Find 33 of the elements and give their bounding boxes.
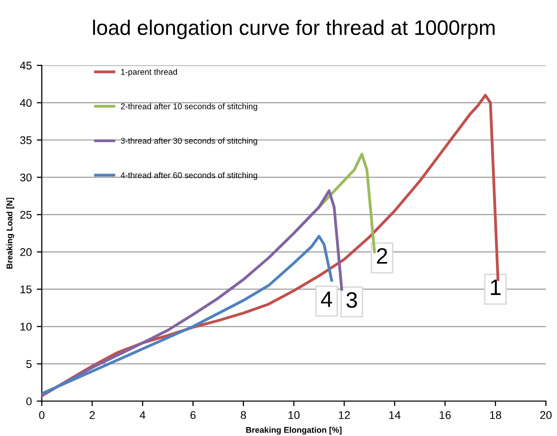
annotation: 2 (376, 248, 388, 264)
y-tick-label: 30 (20, 174, 32, 182)
x-tick-label: 2 (90, 411, 95, 419)
y-tick-label: 25 (20, 210, 32, 219)
y-tick-label: 5 (26, 360, 32, 368)
annotation: 4 (320, 292, 332, 307)
chart-title: load elongation curve for thread at 1000rpm (93, 20, 495, 40)
x-tick-label: 10 (288, 411, 300, 420)
line-series (42, 234, 334, 396)
x-tick-label: 20 (540, 411, 552, 420)
x-tick-label: 14 (389, 411, 400, 419)
y-tick-label: 0 (26, 397, 32, 406)
legend-label: 4-thread after 60 seconds of stitching (120, 172, 258, 180)
x-tick-label: 8 (240, 411, 246, 420)
y-tick-label: 35 (20, 136, 32, 144)
x-axis-title: Breaking Elongation [%] (246, 426, 342, 435)
legend-label: 2-thread after 10 seconds of stitching (120, 103, 258, 111)
annotation: 3 (346, 292, 357, 308)
x-tick-label: 0 (39, 411, 44, 420)
annotation: 1 (490, 280, 501, 295)
x-tick-label: 6 (190, 411, 196, 420)
legend-label: 3-thread after 30 seconds of stitching (120, 138, 258, 146)
y-tick-label: 10 (20, 322, 32, 331)
x-tick-label: 4 (140, 411, 146, 419)
y-axis-title: Breaking Load [N] (6, 198, 14, 269)
legend-label: 1-parent thread (121, 68, 177, 76)
y-tick-label: 40 (20, 98, 32, 107)
x-tick-label: 18 (490, 411, 502, 420)
y-tick-label: 20 (20, 248, 32, 256)
x-tick-label: 12 (338, 411, 350, 419)
y-tick-label: 45 (20, 62, 32, 70)
y-tick-label: 15 (20, 286, 32, 294)
x-tick-label: 16 (440, 411, 451, 420)
